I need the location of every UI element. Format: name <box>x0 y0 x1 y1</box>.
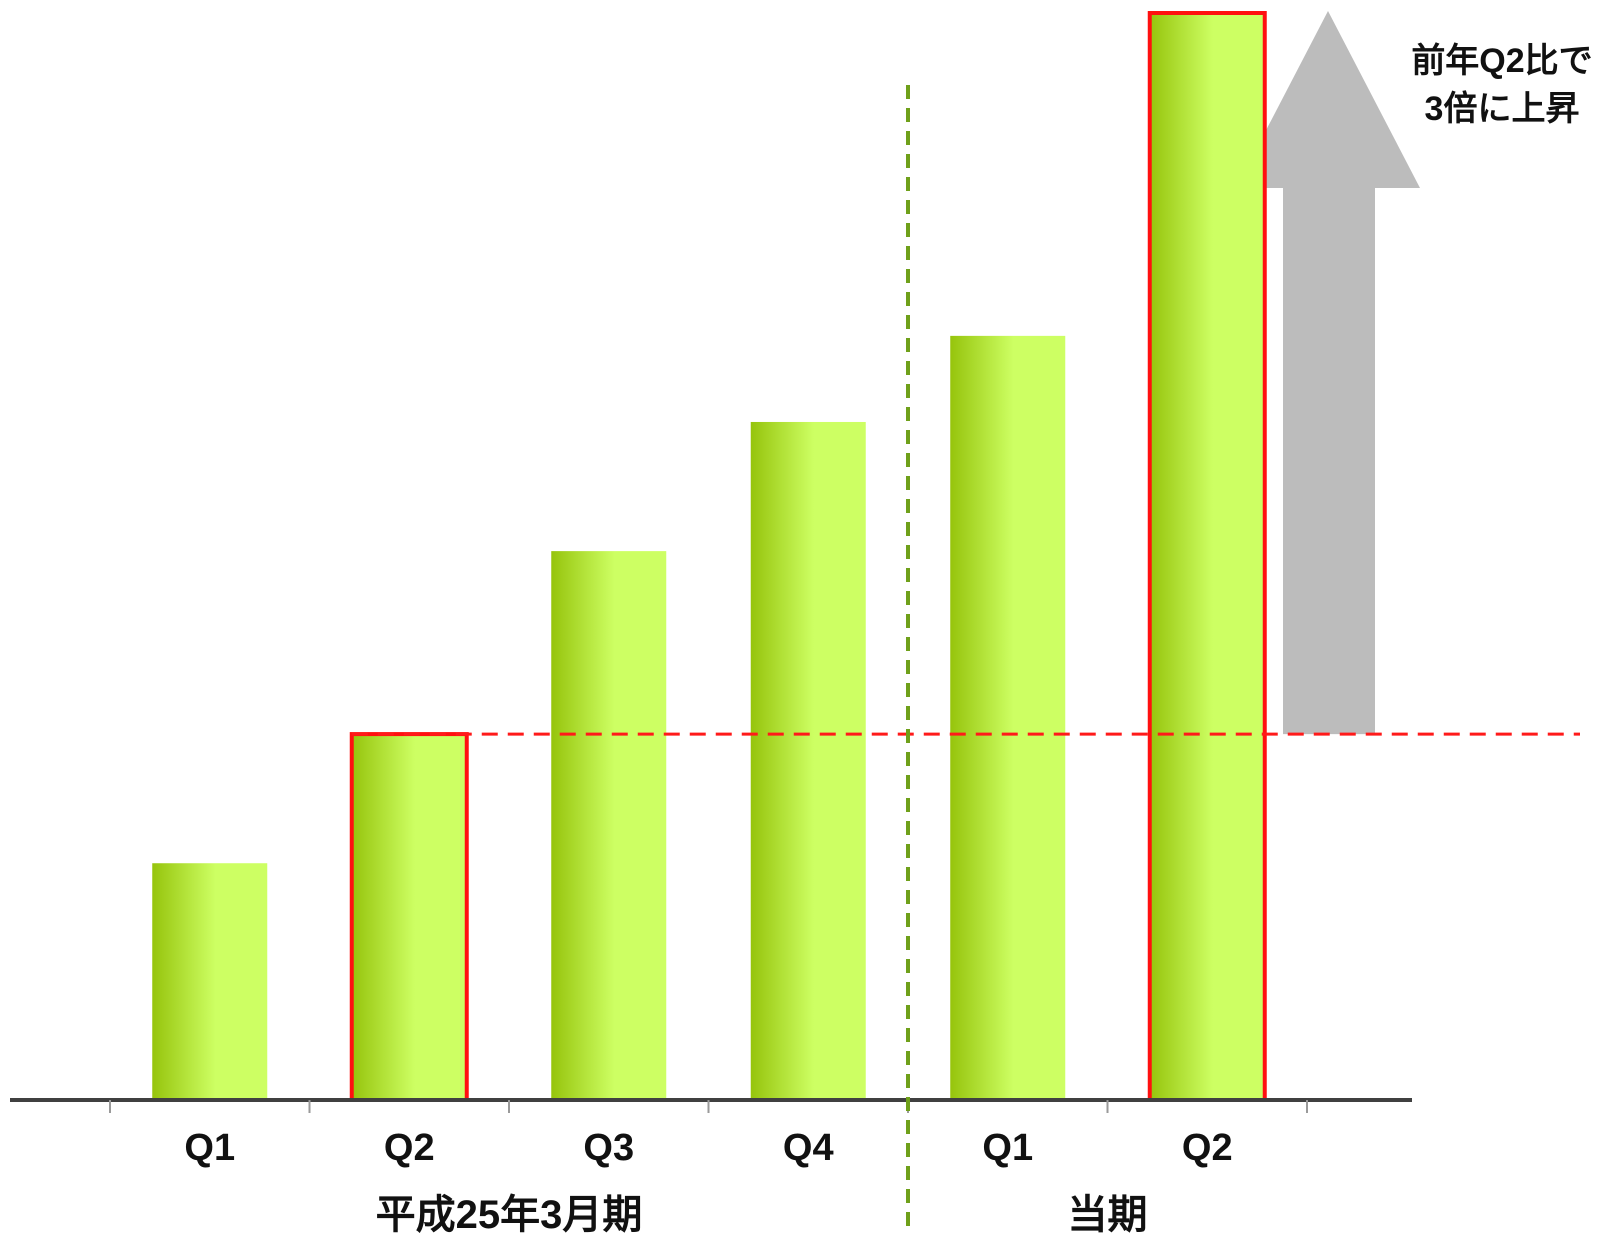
group-label-2: 当期 <box>1068 1193 1148 1234</box>
x-tick-label: Q4 <box>783 1127 834 1169</box>
annotation-line-2: 3倍に上昇 <box>1425 90 1580 128</box>
bar-4 <box>750 421 866 1100</box>
up-arrow-icon <box>1236 11 1420 735</box>
x-tick-label: Q2 <box>384 1127 435 1169</box>
bar-5 <box>950 335 1066 1100</box>
annotation-line-1: 前年Q2比で <box>1411 42 1592 80</box>
x-tick-label: Q1 <box>982 1127 1033 1169</box>
bar-6 <box>1147 11 1267 1102</box>
bar-2 <box>349 732 469 1103</box>
x-tick-label: Q3 <box>583 1127 634 1169</box>
bar-1 <box>152 863 268 1100</box>
x-tick-label: Q1 <box>184 1127 235 1169</box>
x-tick-label: Q2 <box>1182 1127 1233 1169</box>
group-label-1: 平成25年3月期 <box>376 1193 643 1234</box>
bar-3 <box>551 551 667 1100</box>
